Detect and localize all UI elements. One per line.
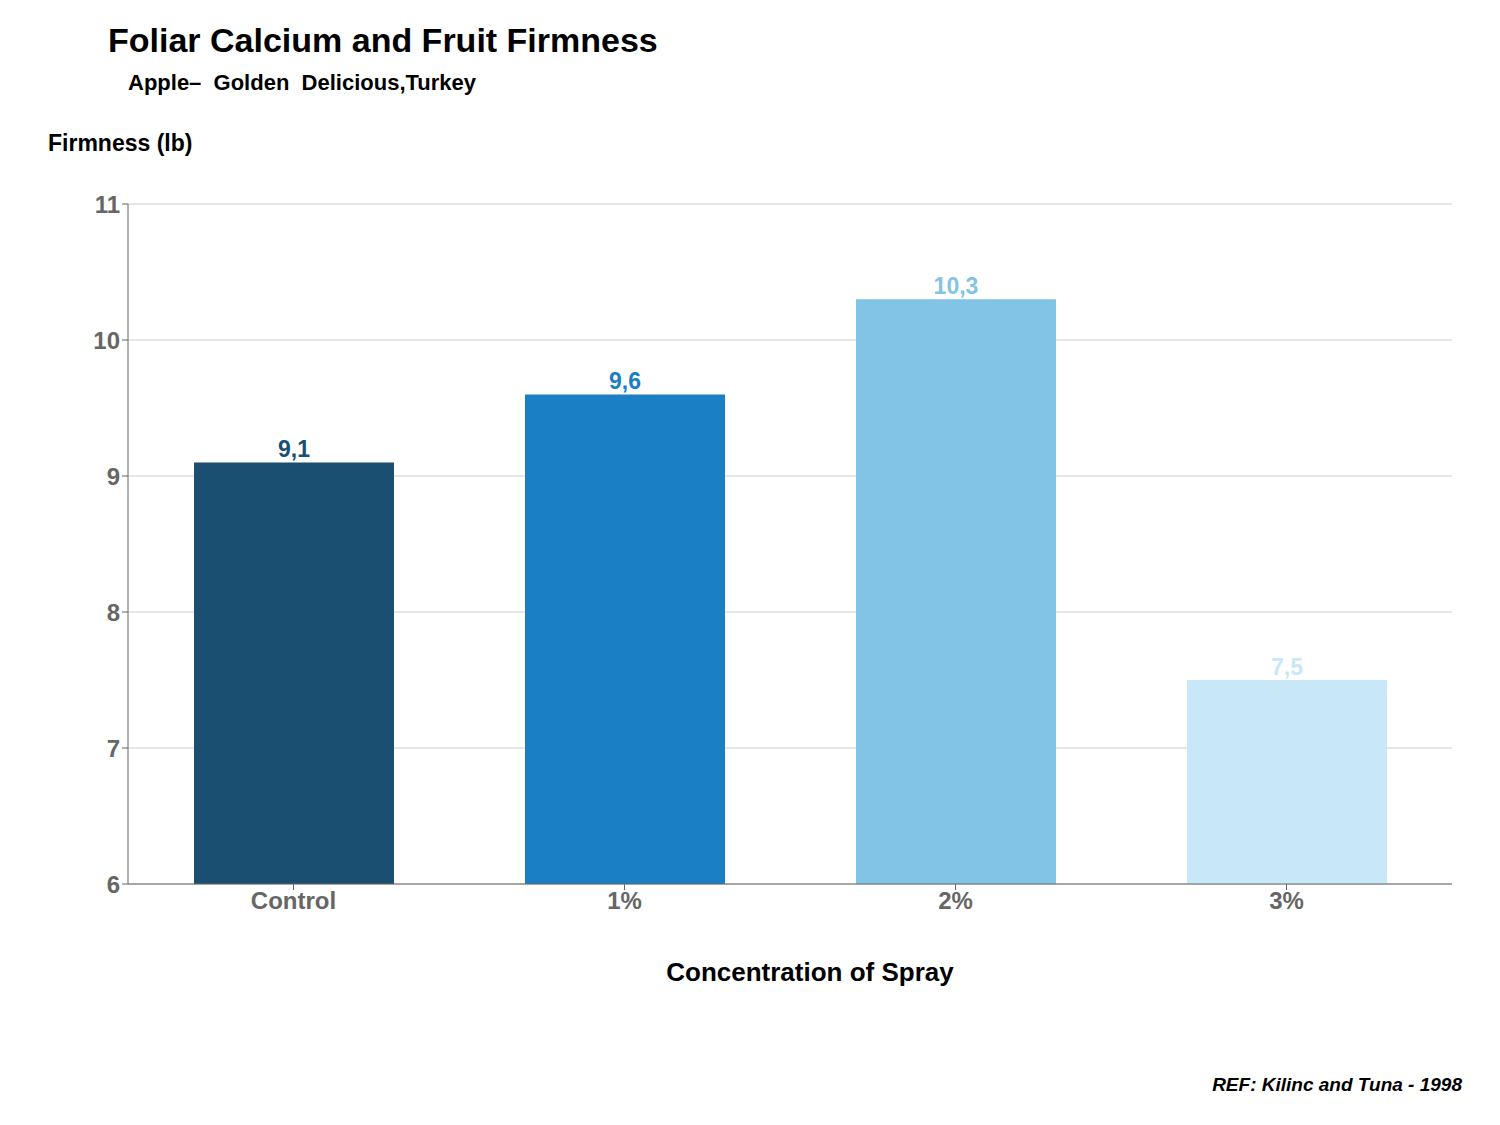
html-text:Apple– Golden Delicious,Turkey: Apple– Golden Delicious,Turkey [128, 70, 476, 95]
svg-text:Control: Control [251, 887, 336, 914]
svg-text:10,3: 10,3 [934, 273, 979, 299]
svg-text:1%: 1% [607, 887, 642, 914]
svg-text:11: 11 [95, 191, 120, 218]
html-text:REF: Kilinc and Tuna - 1998: REF: Kilinc and Tuna - 1998 [1212, 1074, 1462, 1095]
svg-text:10: 10 [93, 327, 120, 354]
html-text:Firmness (lb): Firmness (lb) [48, 130, 193, 156]
svg-text:8: 8 [107, 599, 120, 626]
svg-text:2%: 2% [938, 887, 973, 914]
svg-text:9,6: 9,6 [609, 368, 641, 394]
svg-text:6: 6 [107, 871, 120, 898]
svg-text:3%: 3% [1269, 887, 1304, 914]
svg-text:7: 7 [107, 735, 120, 762]
html-text:Foliar Calcium and Fruit Firmn: Foliar Calcium and Fruit Firmness [108, 21, 658, 59]
html-text:Concentration of Spray: Concentration of Spray [666, 957, 954, 987]
svg-text:9,1: 9,1 [278, 436, 310, 462]
svg-text:9: 9 [107, 463, 120, 490]
svg-text:7,5: 7,5 [1271, 654, 1303, 680]
